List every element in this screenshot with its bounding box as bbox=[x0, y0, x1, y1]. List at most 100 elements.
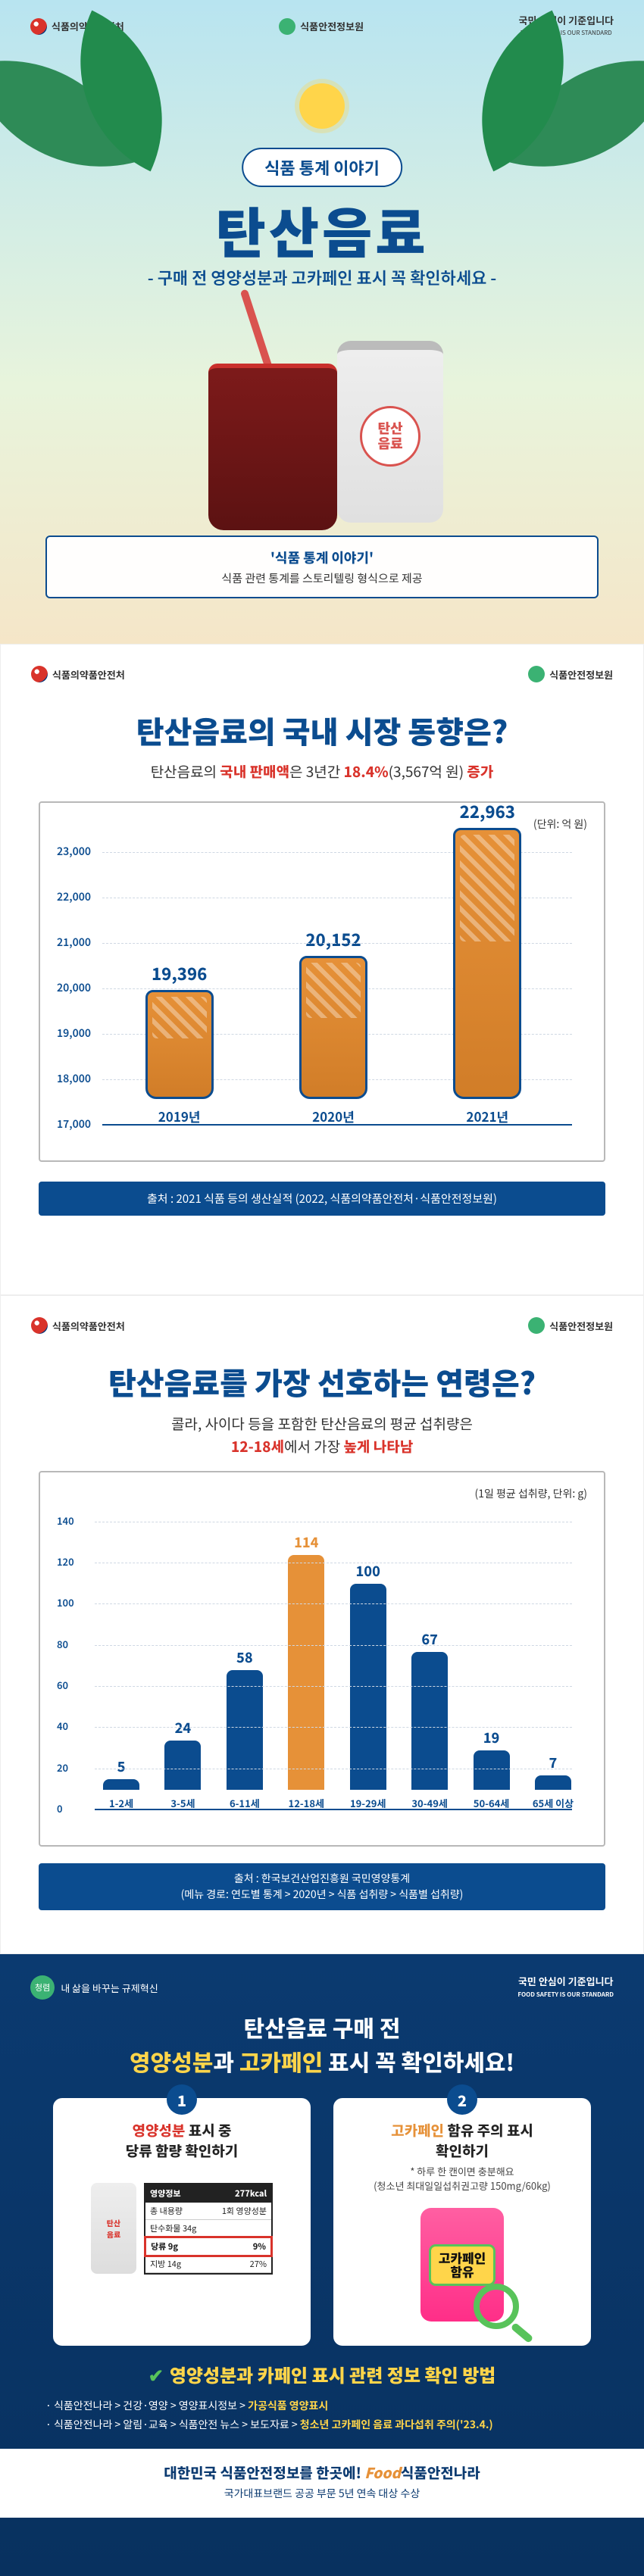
panel2-logo-row: 식품의약품안전처 식품안전정보원 bbox=[1, 645, 643, 695]
market-trend-panel: 식품의약품안전처 식품안전정보원 탄산음료의 국내 시장 동향은? 탄산음료의 … bbox=[0, 644, 644, 1295]
logo-mfds: 식품의약품안전처 bbox=[31, 666, 125, 682]
bar-column: 765세 이상 bbox=[527, 1753, 580, 1810]
bar-column: 586-11세 bbox=[218, 1647, 271, 1809]
panel2-title: 탄산음료의 국내 시장 동향은? bbox=[1, 695, 643, 761]
magnifier-icon bbox=[474, 2284, 519, 2329]
y-tick: 0 bbox=[57, 1801, 63, 1816]
panel3-logo-row: 식품의약품안전처 식품안전정보원 bbox=[1, 1296, 643, 1346]
y-tick: 20 bbox=[57, 1760, 68, 1775]
nfsi-icon bbox=[528, 666, 545, 682]
age-preference-panel: 식품의약품안전처 식품안전정보원 탄산음료를 가장 선호하는 연령은? 콜라, … bbox=[0, 1295, 644, 1954]
nfsi-text: 식품안전정보원 bbox=[300, 19, 364, 33]
bullet-2: · 식품안전나라 > 알림·교육 > 식품안전 뉴스 > 보도자료 > 청소년 … bbox=[45, 2415, 599, 2434]
badge-left: 청렴 내 삶을 바꾸는 규제혁신 bbox=[30, 1975, 158, 2000]
bar-chart-area: 02040608010012014051-2세243-5세586-11세1141… bbox=[57, 1504, 587, 1838]
bar-value: 7 bbox=[549, 1753, 558, 1772]
logo-nfsi: 식품안전정보원 bbox=[528, 666, 613, 682]
y-tick: 19,000 bbox=[57, 1026, 91, 1041]
integrity-badge-icon: 청렴 bbox=[30, 1975, 55, 2000]
sun-icon bbox=[299, 83, 345, 129]
small-can-icon: 탄산음료 bbox=[91, 2183, 136, 2274]
nfsi-icon bbox=[279, 18, 295, 35]
market-chart: (단위: 억 원) 17,00018,00019,00020,00021,000… bbox=[39, 801, 605, 1162]
bar-column: 243-5세 bbox=[156, 1718, 209, 1810]
nutrition-row: 탄수화물 34g bbox=[145, 2220, 271, 2237]
y-tick: 22,000 bbox=[57, 889, 91, 904]
gridline bbox=[95, 1686, 572, 1687]
bar-column: 20,152 2020년 bbox=[288, 927, 379, 1126]
y-tick: 23,000 bbox=[57, 844, 91, 859]
x-axis-line bbox=[95, 1809, 572, 1810]
glass-bar-icon bbox=[453, 828, 521, 1099]
bar-value: 58 bbox=[236, 1647, 253, 1667]
gridline bbox=[95, 1727, 572, 1728]
bar bbox=[350, 1584, 386, 1789]
hero-subtitle: - 구매 전 영양성분과 고카페인 표시 꼭 확인하세요 - bbox=[0, 265, 644, 289]
footer-line1: 대한민국 식품안전정보를 한곳에! Food식품안전나라 bbox=[15, 2462, 629, 2483]
bar-value: 20,152 bbox=[305, 927, 361, 951]
info-desc: 식품 관련 통계를 스토리텔링 형식으로 제공 bbox=[58, 570, 586, 586]
can-icon: 탄산음료 bbox=[337, 341, 443, 523]
hero-badge: 식품 통계 이야기 bbox=[242, 148, 402, 187]
mfds-icon bbox=[30, 18, 47, 35]
card2-title: 고카페인 함유 주의 표시 확인하기 bbox=[347, 2121, 577, 2161]
bar-value: 19 bbox=[483, 1728, 500, 1747]
y-tick: 21,000 bbox=[57, 935, 91, 950]
bar bbox=[164, 1741, 201, 1790]
x-label: 2020년 bbox=[312, 1107, 355, 1126]
nutrition-row: 지방 14g27% bbox=[145, 2256, 271, 2273]
panel3-title: 탄산음료를 가장 선호하는 연령은? bbox=[1, 1346, 643, 1413]
panel4-title: 탄산음료 구매 전 영양성분과 고카페인 표시 꼭 확인하세요! bbox=[30, 2010, 614, 2078]
footer-strip: 대한민국 식품안전정보를 한곳에! Food식품안전나라 국가대표브랜드 공공 … bbox=[0, 2449, 644, 2518]
check-title: ✔영양성분과 카페인 표시 관련 정보 확인 방법 bbox=[30, 2361, 614, 2387]
y-tick: 80 bbox=[57, 1637, 68, 1651]
caffeine-tag: 고카페인함유 bbox=[431, 2247, 494, 2284]
bar-value: 100 bbox=[356, 1561, 380, 1581]
bar bbox=[288, 1555, 324, 1789]
chart-unit: (1일 평균 섭취량, 단위: g) bbox=[57, 1486, 587, 1501]
cup-icon bbox=[208, 364, 337, 530]
y-tick: 100 bbox=[57, 1595, 74, 1610]
panel4-logo-row: 청렴 내 삶을 바꾸는 규제혁신 국민 안심이 기준입니다FOOD SAFETY… bbox=[30, 1975, 614, 2000]
gridline bbox=[95, 1603, 572, 1604]
hero-panel: 식품의약품안전처 식품안전정보원 국민 안심이 기준입니다FOOD SAFETY… bbox=[0, 0, 644, 644]
bar-column: 51-2세 bbox=[95, 1756, 148, 1810]
bar-value: 19,396 bbox=[152, 961, 207, 985]
gridline bbox=[95, 1645, 572, 1646]
y-tick: 60 bbox=[57, 1678, 68, 1692]
x-axis-line bbox=[102, 1124, 572, 1126]
card2-sub: * 하루 한 캔이면 충분해요 (청소년 최대일일섭취권고량 150mg/60k… bbox=[347, 2164, 577, 2193]
nutrition-row: 총 내용량1회 영양성분 bbox=[145, 2203, 271, 2220]
bar-chart-area: 17,000 18,000 19,000 20,000 21,000 22,000 23,0… bbox=[57, 835, 587, 1153]
y-tick: 20,000 bbox=[57, 980, 91, 995]
bar-column: 19,3962019년 bbox=[134, 961, 225, 1126]
bullet-1: · 식품안전나라 > 건강·영양 > 영양표시정보 > 가공식품 영양표시 bbox=[45, 2396, 599, 2415]
hero-title: 탄산음료 bbox=[0, 189, 644, 269]
y-tick: 140 bbox=[57, 1513, 74, 1528]
y-tick: 18,000 bbox=[57, 1071, 91, 1086]
bar-value: 67 bbox=[421, 1629, 438, 1649]
y-tick: 17,000 bbox=[57, 1116, 91, 1132]
can-label: 탄산음료 bbox=[360, 406, 420, 467]
logo-nfsi: 식품안전정보원 bbox=[279, 18, 364, 35]
info-title: '식품 통계 이야기' bbox=[58, 548, 586, 567]
mfds-icon bbox=[31, 666, 48, 682]
bar-column: 1950-64세 bbox=[465, 1728, 518, 1810]
nutrition-label-visual: 탄산음료 영양정보277kcal 총 내용량1회 영양성분탄수화물 34g당류 … bbox=[67, 2164, 297, 2293]
pink-can-icon: 고카페인함유 bbox=[420, 2208, 504, 2322]
bar-column: 22,9632021년 bbox=[442, 799, 533, 1126]
bar bbox=[474, 1750, 510, 1790]
caffeine-visual: 고카페인함유 bbox=[347, 2200, 577, 2329]
bar bbox=[227, 1670, 263, 1789]
tip-cards: 1 영양성분 표시 중 당류 함량 확인하기 탄산음료 영양정보277kcal … bbox=[30, 2098, 614, 2346]
card-nutrition: 1 영양성분 표시 중 당류 함량 확인하기 탄산음료 영양정보277kcal … bbox=[53, 2098, 311, 2346]
y-tick: 40 bbox=[57, 1719, 68, 1733]
bar-value: 5 bbox=[117, 1756, 126, 1776]
bar bbox=[411, 1652, 448, 1790]
age-chart: (1일 평균 섭취량, 단위: g) 02040608010012014051-… bbox=[39, 1471, 605, 1847]
bar bbox=[535, 1775, 571, 1790]
card-number: 1 bbox=[167, 2084, 197, 2115]
card1-title: 영양성분 표시 중 당류 함량 확인하기 bbox=[67, 2121, 297, 2161]
bar-column: 6730-49세 bbox=[403, 1629, 456, 1810]
card-caffeine: 2 고카페인 함유 주의 표시 확인하기 * 하루 한 캔이면 충분해요 (청소… bbox=[333, 2098, 591, 2346]
